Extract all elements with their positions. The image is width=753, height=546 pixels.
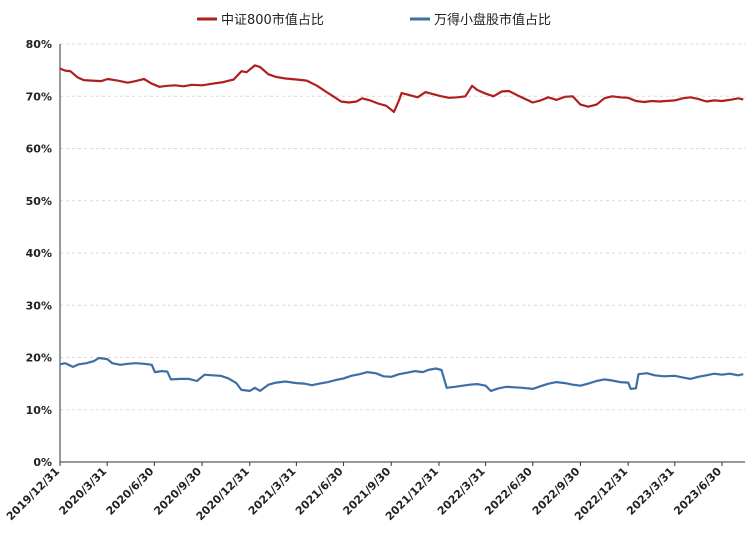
x-tick-label: 2021/6/30 <box>293 465 346 518</box>
y-axis: 0% 10% 20% 30% 40% 50% 60% 70% 80% <box>26 38 61 469</box>
series-line-csi800 <box>59 64 744 114</box>
y-tick-label: 80% <box>26 38 52 51</box>
y-tick-label: 20% <box>26 352 52 365</box>
y-tick-label: 60% <box>26 143 52 156</box>
x-tick-label: 2021/3/31 <box>246 465 299 518</box>
legend: 中证800市值占比 万得小盘股市值占比 <box>197 12 551 28</box>
x-tick-label: 2023/6/30 <box>671 465 724 518</box>
x-tick-label: 2022/6/30 <box>482 465 535 518</box>
y-tick-label: 40% <box>26 247 52 260</box>
y-tick-label: 50% <box>26 195 52 208</box>
x-tick-label: 2022/3/31 <box>435 465 488 518</box>
y-tick-label: 30% <box>26 299 52 312</box>
x-tick-label: 2020/9/30 <box>151 465 204 518</box>
series-line-small-cap <box>59 356 744 392</box>
x-tick-label: 2021/9/30 <box>341 465 394 518</box>
x-tick-label: 2022/9/30 <box>530 465 583 518</box>
y-tick-label: 10% <box>26 404 52 417</box>
legend-label-csi800: 中证800市值占比 <box>221 12 324 28</box>
gridlines <box>60 43 745 411</box>
x-tick-label: 2020/3/31 <box>57 465 110 518</box>
x-tick-label: 2020/6/30 <box>104 465 157 518</box>
legend-label-small-cap: 万得小盘股市值占比 <box>434 12 551 28</box>
y-tick-label: 0% <box>33 456 52 469</box>
series-lines <box>59 64 744 392</box>
y-tick-label: 70% <box>26 90 52 103</box>
x-tick-label: 2019/12/31 <box>4 465 62 523</box>
x-tick-label: 2023/3/31 <box>624 465 677 518</box>
